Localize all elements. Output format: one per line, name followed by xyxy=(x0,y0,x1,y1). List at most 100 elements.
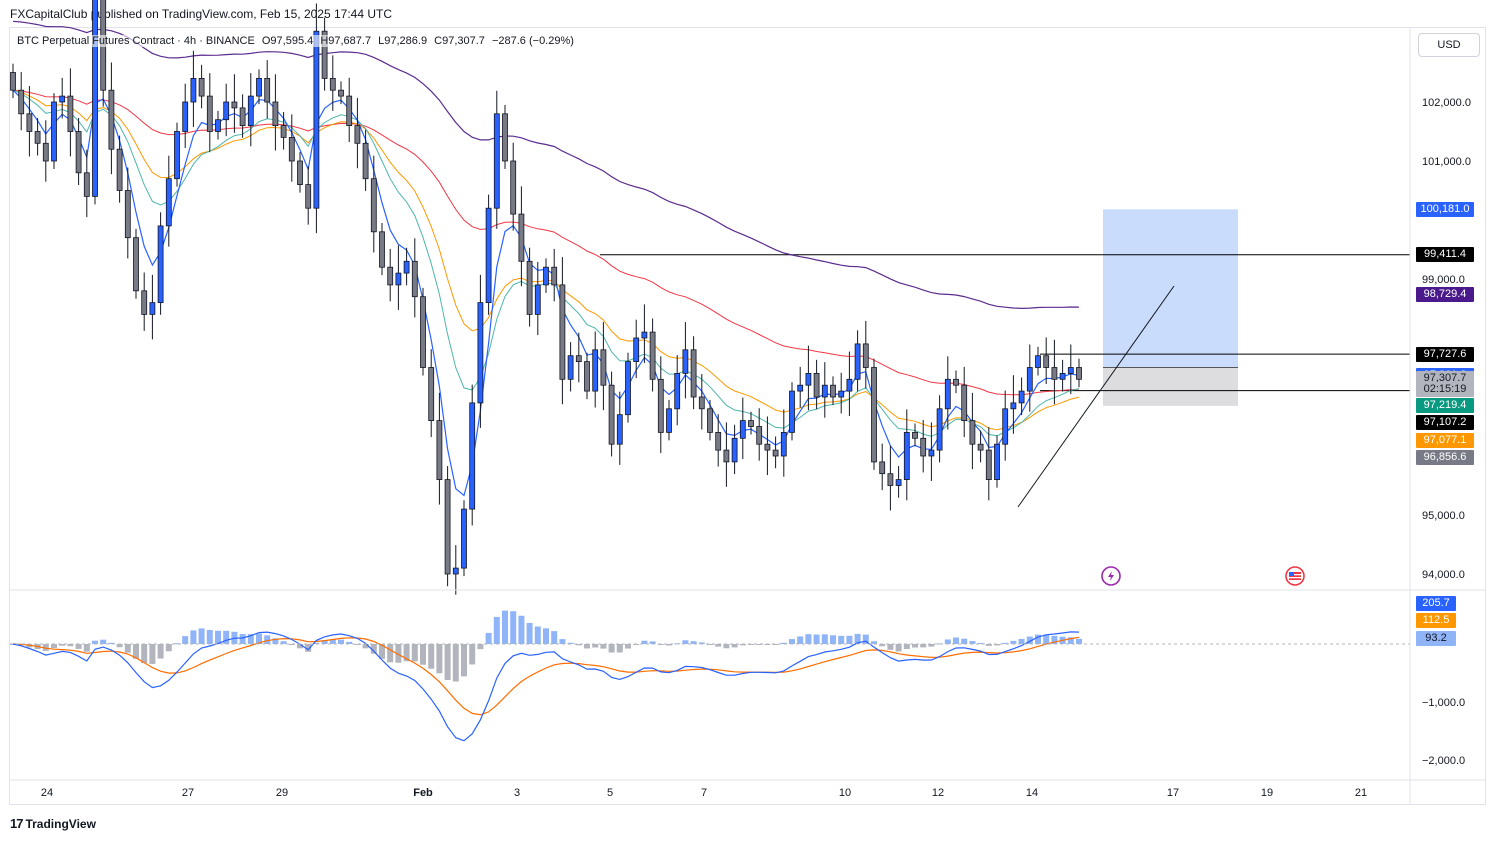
candle-body xyxy=(133,237,139,292)
macd-histogram-bar xyxy=(969,641,976,644)
candle-body xyxy=(403,260,410,274)
macd-tag: 205.7 xyxy=(1416,595,1456,611)
macd-histogram-bar xyxy=(493,616,500,644)
candle-body xyxy=(75,131,82,174)
candle-body xyxy=(231,101,238,109)
candle-body xyxy=(223,101,230,121)
horizontal-levels xyxy=(600,254,1410,392)
candle-body xyxy=(1059,372,1066,380)
macd-histogram-bar xyxy=(420,644,426,665)
macd-histogram-bar xyxy=(1035,634,1041,644)
candle-body xyxy=(551,266,558,286)
macd-histogram-bar xyxy=(428,644,435,669)
macd-histogram-bar xyxy=(813,634,820,644)
candle-body xyxy=(797,384,804,392)
candle-body xyxy=(707,408,713,433)
candle-body xyxy=(1043,355,1050,368)
macd-histogram-bar xyxy=(649,641,656,644)
macd-histogram-bar xyxy=(600,644,607,649)
macd-histogram-bar xyxy=(387,644,394,663)
candle-body xyxy=(846,378,853,392)
candle-body xyxy=(543,266,549,286)
macd-histogram-bar xyxy=(977,642,984,644)
macd-histogram-bar xyxy=(895,644,902,652)
candle-body xyxy=(649,331,656,380)
price-tick-label: 95,000.0 xyxy=(1422,510,1465,522)
macd-histogram-bar xyxy=(871,641,877,644)
candle-body xyxy=(387,266,394,286)
candle-body xyxy=(215,119,221,132)
macd-histogram-bar xyxy=(379,644,385,659)
candle-body xyxy=(321,30,328,79)
macd-histogram-bar xyxy=(1076,638,1082,644)
macd-histogram-bar xyxy=(133,644,139,659)
candle-body xyxy=(346,95,353,126)
close-value: C97,307.7 xyxy=(434,35,485,47)
tradingview-logo-icon: 17 xyxy=(10,816,24,831)
candle-body xyxy=(994,443,1000,481)
chart-frame xyxy=(9,27,1486,805)
candle-body xyxy=(887,473,894,486)
macd-histogram-bar xyxy=(370,644,377,654)
macd-histogram-bar xyxy=(985,644,992,646)
macd-tag: 112.5 xyxy=(1416,613,1456,629)
macd-histogram-bar xyxy=(731,644,738,648)
candle-body xyxy=(305,184,312,209)
candle-body xyxy=(1051,367,1058,380)
macd-histogram-bar xyxy=(534,626,541,644)
time-tick-label: 27 xyxy=(182,787,194,799)
candle-body xyxy=(682,349,689,374)
macd-histogram-bar xyxy=(551,631,558,644)
candle-body xyxy=(288,136,295,162)
candle-body xyxy=(10,72,16,91)
macd-histogram-bar xyxy=(592,644,599,648)
macd-histogram-bar xyxy=(67,644,74,647)
macd-histogram-bar xyxy=(879,644,886,647)
macd-histogram-bar xyxy=(846,635,853,644)
time-tick-label: 29 xyxy=(276,787,288,799)
macd-histogram-bar xyxy=(108,642,115,644)
candle-body xyxy=(698,396,705,410)
candle-body xyxy=(772,449,779,457)
macd-histogram-bar xyxy=(780,642,787,644)
price-tag: 97,219.4 xyxy=(1416,398,1474,414)
macd-histogram-bar xyxy=(92,640,98,644)
macd-histogram-bar xyxy=(690,641,697,644)
macd-histogram-bar xyxy=(444,644,451,680)
candle-body xyxy=(67,95,74,132)
candle-body xyxy=(830,384,836,398)
open-value: O97,595.4 xyxy=(261,35,314,47)
macd-histogram-bar xyxy=(928,644,935,647)
symbol-name: BTC Perpetual Futures Contract · 4h · BI… xyxy=(17,35,255,47)
candle-body xyxy=(452,567,459,575)
macd-histogram-bar xyxy=(157,644,164,659)
currency-button[interactable]: USD xyxy=(1418,33,1480,57)
macd-histogram-bar xyxy=(789,639,795,644)
price-tag: 97,727.6 xyxy=(1416,346,1474,362)
macd-histogram-bar xyxy=(83,644,90,652)
macd-histogram-bar xyxy=(239,634,246,644)
candle-body xyxy=(18,89,25,115)
macd-histogram-bar xyxy=(329,639,336,644)
candle-body xyxy=(600,349,607,386)
macd-histogram-bar xyxy=(1010,640,1017,644)
macd-histogram-bar xyxy=(608,644,615,653)
price-tag: 97,107.2 xyxy=(1416,415,1474,431)
candle-body xyxy=(944,378,951,410)
candle-body xyxy=(26,113,33,132)
candle-body xyxy=(928,449,935,457)
price-tag: 97,077.1 xyxy=(1416,432,1474,448)
macd-histogram-bar xyxy=(362,644,369,649)
candle-body xyxy=(1002,408,1009,445)
candle-body xyxy=(329,78,336,91)
candle-body xyxy=(92,0,98,197)
symbol-legend: BTC Perpetual Futures Contract · 4h · BI… xyxy=(17,35,578,47)
macd-histogram-bar xyxy=(206,629,213,644)
candle-body xyxy=(756,426,763,445)
macd-histogram-bar xyxy=(403,644,410,662)
candle-body xyxy=(592,349,599,392)
macd-histogram-bar xyxy=(190,630,197,644)
price-tick-label: 102,000.0 xyxy=(1422,97,1471,109)
macd-histogram-bar xyxy=(502,610,508,644)
